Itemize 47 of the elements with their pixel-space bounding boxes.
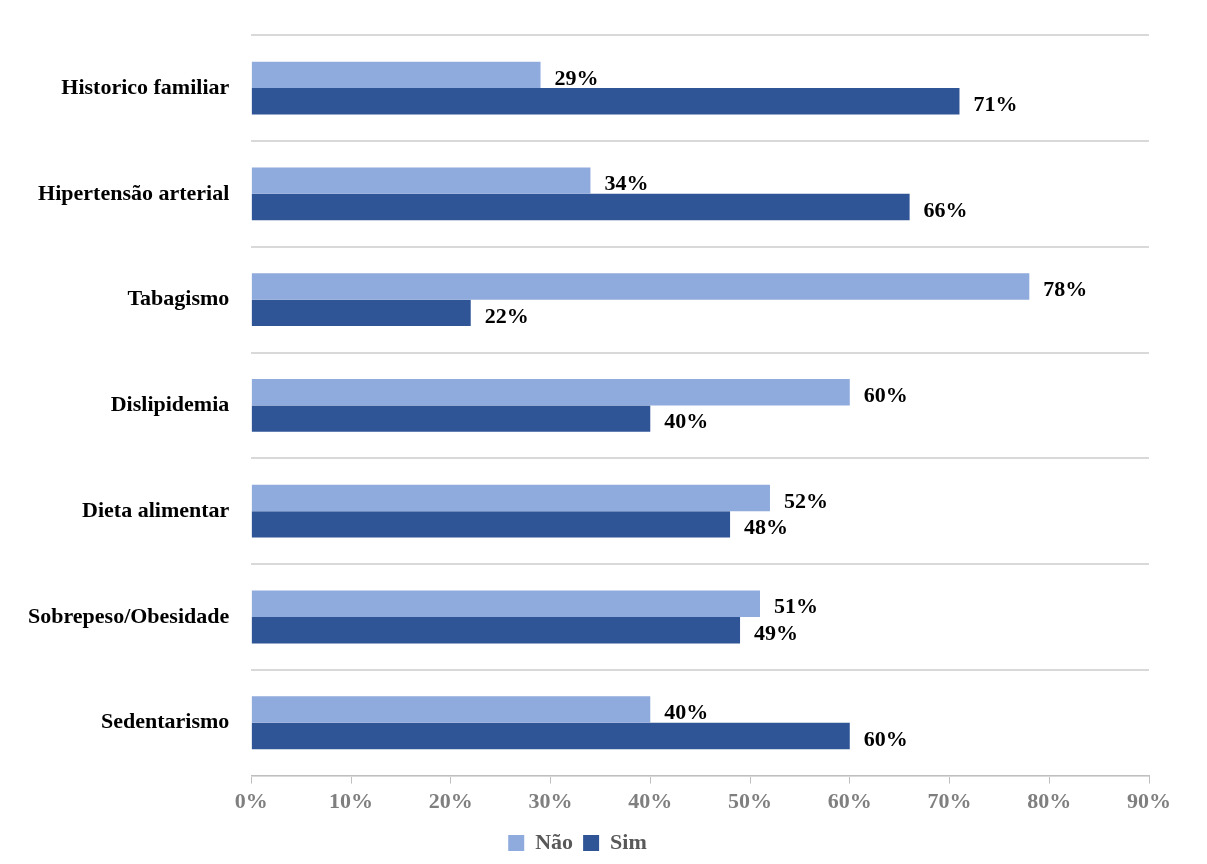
x-tick-label: 20% (428, 788, 473, 814)
data-label: 34% (604, 170, 649, 196)
bar (251, 484, 770, 512)
y-tick-label: Tabagismo (127, 285, 230, 311)
y-tick-label: Dieta alimentar (82, 496, 230, 522)
data-label: 71% (973, 90, 1018, 116)
x-tick-label: 0% (234, 788, 268, 814)
data-label: 60% (863, 381, 908, 407)
x-tick-label: 40% (628, 788, 673, 814)
y-tick-label: Historico familiar (61, 73, 230, 99)
bar (251, 722, 850, 750)
data-label: 40% (664, 408, 709, 434)
y-tick-label: Hipertensão arterial (38, 179, 230, 205)
bar (251, 511, 731, 538)
bar (251, 405, 651, 432)
data-label: 48% (744, 514, 789, 540)
bar (251, 167, 591, 194)
data-label: 78% (1043, 276, 1088, 302)
y-tick-label: Sobrepeso/Obesidade (27, 602, 230, 628)
y-tick-label: Dislipidemia (110, 391, 230, 417)
bar (251, 590, 760, 617)
data-label: 66% (923, 196, 968, 222)
y-tick-label: Sedentarismo (100, 708, 230, 734)
x-tick-label: 90% (1127, 788, 1171, 814)
data-label: 29% (554, 64, 599, 90)
bar (251, 616, 741, 644)
x-tick-label: 60% (827, 788, 872, 814)
legend-label: Sim (610, 828, 647, 854)
x-tick-label: 70% (927, 788, 972, 814)
x-tick-label: 50% (728, 788, 773, 814)
bar (251, 299, 471, 327)
data-label: 40% (664, 699, 709, 725)
x-tick-label: 10% (329, 788, 374, 814)
bar (251, 696, 651, 723)
bar (251, 378, 850, 406)
legend-label: Não (535, 828, 574, 854)
data-label: 51% (774, 593, 818, 619)
data-label: 60% (863, 725, 908, 751)
bar (251, 88, 960, 115)
bar (251, 193, 910, 221)
x-tick-label: 30% (528, 788, 573, 814)
data-label: 22% (484, 302, 529, 328)
bar (251, 273, 1030, 300)
data-label: 49% (754, 619, 799, 645)
bar (251, 61, 541, 89)
data-label: 52% (783, 487, 828, 513)
x-tick-label: 80% (1027, 788, 1072, 814)
